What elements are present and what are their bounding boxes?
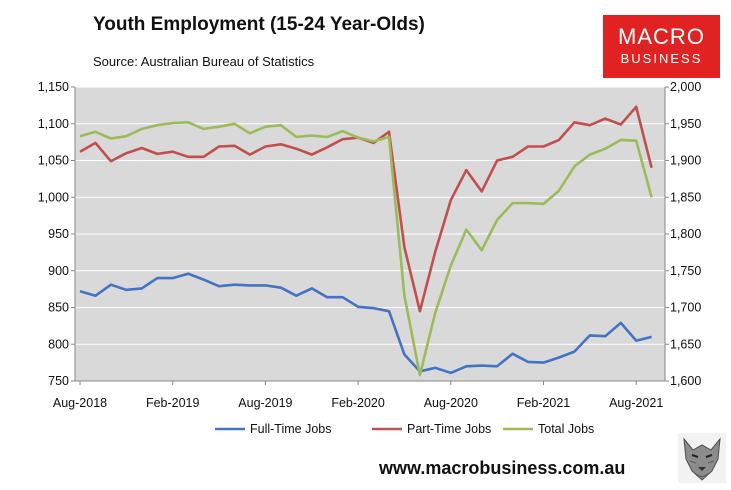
macrobusiness-logo: MACRO BUSINESS (603, 15, 720, 78)
legend-label-full-time-jobs: Full-Time Jobs (250, 422, 332, 436)
x-tick-label: Feb-2021 (517, 396, 571, 410)
y-right-tick-label: 1,900 (670, 154, 701, 168)
y-right-tick-label: 1,750 (670, 264, 701, 278)
series-layer (79, 105, 653, 377)
y-right-tick-label: 1,850 (670, 190, 701, 204)
series-line-total-jobs (79, 121, 653, 377)
y-right-tick-label: 1,700 (670, 301, 701, 315)
website-url: www.macrobusiness.com.au (379, 458, 626, 478)
y-right-tick-label: 1,600 (670, 374, 701, 388)
chart-subtitle: Source: Australian Bureau of Statistics (93, 54, 315, 69)
x-tick-label: Feb-2020 (331, 396, 385, 410)
y-right-tick-label: 1,800 (670, 227, 701, 241)
x-tick-label: Feb-2019 (146, 396, 200, 410)
logo-line1: MACRO (618, 24, 705, 49)
y-right-tick-label: 2,000 (670, 80, 701, 94)
y-left-tick-label: 1,150 (38, 80, 69, 94)
wolf-icon (678, 433, 726, 483)
x-tick-label: Aug-2018 (53, 396, 107, 410)
y-left-tick-label: 1,100 (38, 117, 69, 131)
legend: Full-Time Jobs Part-Time Jobs Total Jobs (215, 422, 594, 436)
axes: 750 800 850 900 950 1,000 1,050 1,100 1,150 1,600… (38, 80, 702, 410)
series-line-full-time-jobs (79, 272, 652, 375)
y-left-tick-label: 750 (48, 374, 69, 388)
y-left-tick-label: 1,000 (38, 190, 69, 204)
x-tick-label: Aug-2020 (424, 396, 478, 410)
y-left-tick-label: 850 (48, 301, 69, 315)
legend-label-total-jobs: Total Jobs (538, 422, 594, 436)
y-left-tick-label: 1,050 (38, 154, 69, 168)
x-tick-label: Aug-2019 (238, 396, 292, 410)
chart-title: Youth Employment (15-24 Year-Olds) (93, 14, 425, 35)
y-right-tick-label: 1,650 (670, 337, 701, 351)
x-tick-label: Aug-2021 (609, 396, 663, 410)
y-left-tick-label: 950 (48, 227, 69, 241)
logo-line2: BUSINESS (620, 51, 703, 66)
legend-label-part-time-jobs: Part-Time Jobs (407, 422, 491, 436)
y-left-tick-label: 900 (48, 264, 69, 278)
y-left-tick-label: 800 (48, 337, 69, 351)
y-right-tick-label: 1,950 (670, 117, 701, 131)
